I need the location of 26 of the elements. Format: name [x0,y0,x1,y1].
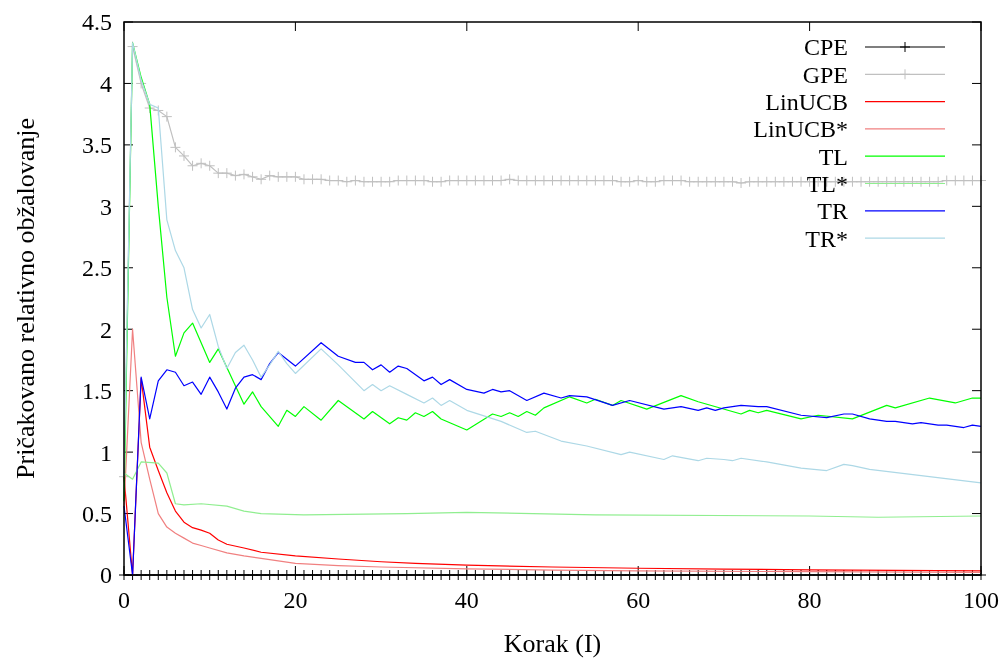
legend-label: TR* [805,225,848,252]
x-tick-label: 80 [797,587,822,613]
x-tick-label: 0 [118,587,130,613]
y-tick-label: 3 [100,193,112,220]
y-tick-label: 0 [100,562,112,589]
legend-label: TL* [806,170,848,197]
y-axis-title: Pričakovano relativno obžalovanje [11,118,40,479]
y-tick-label: 4 [100,70,112,97]
legend-label: LinUCB [765,89,848,115]
legend-label: GPE [802,61,848,88]
legend-label: TR [817,198,848,225]
y-tick-label: 1 [100,439,112,466]
x-tick-label: 100 [963,587,999,613]
y-tick-label: 2 [100,316,112,343]
y-tick-label: 2.5 [82,255,112,282]
x-axis-title: Korak (I) [503,629,602,658]
y-tick-label: 1.5 [82,378,112,405]
y-tick-label: 3.5 [82,132,112,159]
legend-label: CPE [803,34,848,61]
x-tick-label: 20 [283,587,308,613]
x-tick-label: 60 [626,587,651,613]
legend-label: TL [818,143,848,170]
legend-label: LinUCB* [753,116,848,143]
y-tick-label: 4.5 [82,9,112,36]
x-tick-label: 40 [454,587,479,613]
y-tick-label: 0.5 [82,500,112,527]
